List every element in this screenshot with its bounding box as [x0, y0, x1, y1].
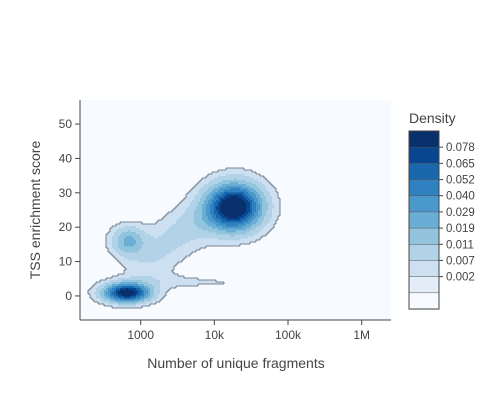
colorbar-band: [408, 227, 440, 245]
colorbar-tick-label: 0.040: [446, 191, 475, 203]
colorbar-band: [408, 244, 440, 262]
colorbar-band: [408, 276, 440, 294]
x-tick-label: 100k: [275, 328, 302, 342]
density-level-fill: [118, 196, 246, 297]
density-outline-path: [87, 167, 281, 309]
colorbar-title: Density: [409, 110, 456, 126]
colorbar-band: [408, 130, 440, 148]
y-tick-label: 30: [59, 186, 73, 200]
colorbar-tick-label: 0.029: [446, 207, 475, 219]
colorbar-tick-label: 0.065: [446, 158, 475, 170]
colorbar: Density 0.078 0.065 0.052 0.040 0.029 0.019 0.…: [408, 110, 475, 310]
colorbar-band: [408, 195, 440, 213]
colorbar-tick-label: 0.019: [446, 223, 475, 235]
y-axis-label: TSS enrichment score: [27, 141, 43, 280]
colorbar-tick-label: 0.078: [446, 142, 475, 154]
x-axis-label: Number of unique fragments: [147, 355, 324, 371]
axes: [79, 100, 391, 321]
y-tick-label: 20: [59, 220, 73, 234]
colorbar-band: [408, 146, 440, 164]
y-tick-label: 10: [59, 255, 73, 269]
x-tick-label: 10k: [205, 328, 225, 342]
y-tick-label: 40: [59, 151, 73, 165]
y-tick-label: 0: [65, 289, 72, 303]
density-outline: [87, 167, 281, 309]
colorbar-band: [408, 260, 440, 278]
x-ticks: 1000 10k 100k 1M: [127, 320, 370, 342]
colorbar-tick-label: 0.011: [446, 239, 474, 251]
x-tick-label: 1000: [127, 328, 154, 342]
density-level-band: [118, 196, 246, 297]
colorbar-band: [408, 211, 440, 229]
y-ticks: 0 10 20 30 40 50: [59, 117, 80, 303]
colorbar-frame: [408, 130, 440, 310]
x-tick-label: 1M: [353, 328, 370, 342]
colorbar-tick-label: 0.007: [446, 255, 475, 267]
y-tick-label: 50: [59, 117, 73, 131]
colorbar-band: [408, 292, 440, 310]
colorbar-tick-label: 0.052: [446, 175, 475, 187]
colorbar-tick-label: 0.002: [446, 272, 475, 284]
colorbar-band: [408, 179, 440, 197]
density-contours: [87, 167, 281, 309]
colorbar-band: [408, 163, 440, 181]
